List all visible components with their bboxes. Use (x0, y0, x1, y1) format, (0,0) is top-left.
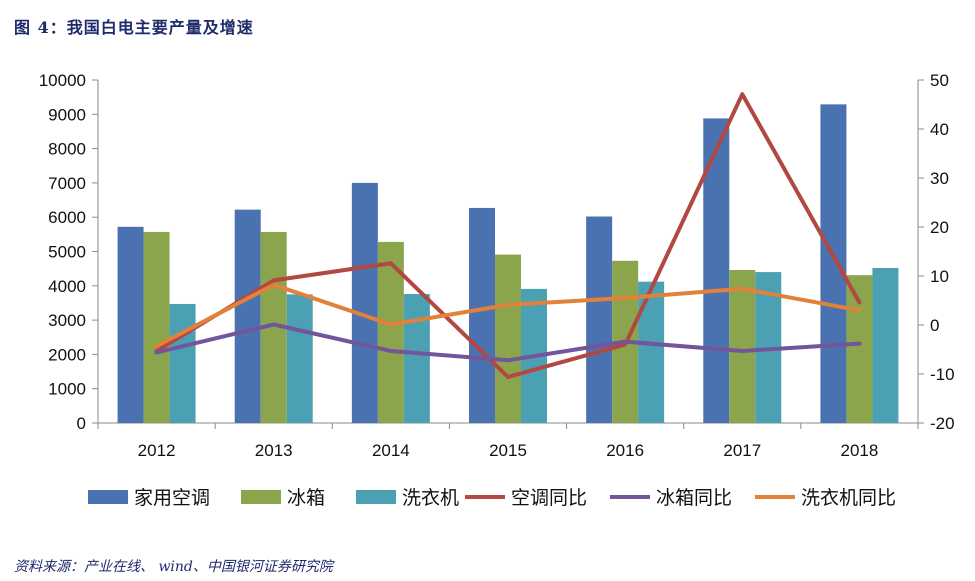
chart-lines (154, 92, 862, 379)
x-tick-label: 2014 (372, 441, 410, 460)
series-line-fridge_yoy (154, 322, 862, 363)
x-tick-label: 2017 (723, 441, 761, 460)
y2-tick-label: 40 (930, 120, 949, 139)
y-tick-label: 4000 (48, 277, 86, 296)
y-tick-label: 10000 (39, 71, 86, 90)
legend-label: 冰箱 (287, 487, 325, 509)
legend-label: 洗衣机 (402, 487, 459, 509)
x-tick-label: 2012 (138, 441, 176, 460)
y-tick-label: 0 (77, 414, 86, 433)
y-tick-label: 1000 (48, 380, 86, 399)
bar-fridge (846, 275, 873, 423)
figure-title: 图 4：我国白电主要产量及增速 (14, 18, 254, 37)
legend-label: 冰箱同比 (656, 487, 732, 509)
x-tick-label: 2016 (606, 441, 644, 460)
series-line-ac_yoy (154, 92, 862, 379)
y-tick-label: 7000 (48, 174, 86, 193)
bar-washer (286, 294, 313, 423)
y2-tick-label: 10 (930, 267, 949, 286)
bar-fridge (729, 270, 756, 423)
legend-label: 家用空调 (134, 487, 210, 509)
bar-fridge (377, 241, 404, 423)
x-tick-label: 2015 (489, 441, 527, 460)
legend-swatch-fridge (241, 490, 281, 504)
y-tick-label: 5000 (48, 243, 86, 262)
y2-tick-label: -10 (930, 365, 955, 384)
bar-washer (638, 281, 665, 423)
legend-swatch-ac (88, 490, 128, 504)
y-tick-label: 2000 (48, 345, 86, 364)
y-tick-label: 9000 (48, 105, 86, 124)
chart-axes: 0100020003000400050006000700080009000100… (39, 71, 955, 460)
bar-ac (586, 216, 613, 423)
bar-ac (703, 118, 730, 423)
bar-washer (169, 303, 196, 423)
y2-tick-label: 50 (930, 71, 949, 90)
x-tick-label: 2013 (255, 441, 293, 460)
legend-label: 空调同比 (511, 487, 587, 509)
legend-swatch-washer (356, 490, 396, 504)
y2-tick-label: -20 (930, 414, 955, 433)
bar-fridge (143, 231, 170, 423)
series-line-washer_yoy (154, 282, 862, 349)
bar-ac (234, 209, 261, 423)
y2-tick-label: 0 (930, 316, 939, 335)
bar-washer (403, 294, 430, 423)
bar-ac (117, 226, 144, 423)
y-tick-label: 3000 (48, 311, 86, 330)
bar-ac (351, 182, 378, 423)
bar-fridge (495, 254, 521, 423)
y-tick-label: 6000 (48, 208, 86, 227)
bar-washer (872, 267, 899, 423)
source-note: 资料来源：产业在线、 wind、中国银河证券研究院 (14, 559, 333, 575)
chart-legend: 家用空调 冰箱 洗衣机 空调同比 冰箱同比 洗衣机同比 (88, 487, 896, 509)
bar-ac (820, 104, 847, 423)
y2-tick-label: 20 (930, 218, 949, 237)
legend-label: 洗衣机同比 (801, 487, 896, 509)
x-tick-label: 2018 (841, 441, 879, 460)
bar-ac (469, 207, 495, 423)
y-tick-label: 8000 (48, 140, 86, 159)
y2-tick-label: 30 (930, 169, 949, 188)
